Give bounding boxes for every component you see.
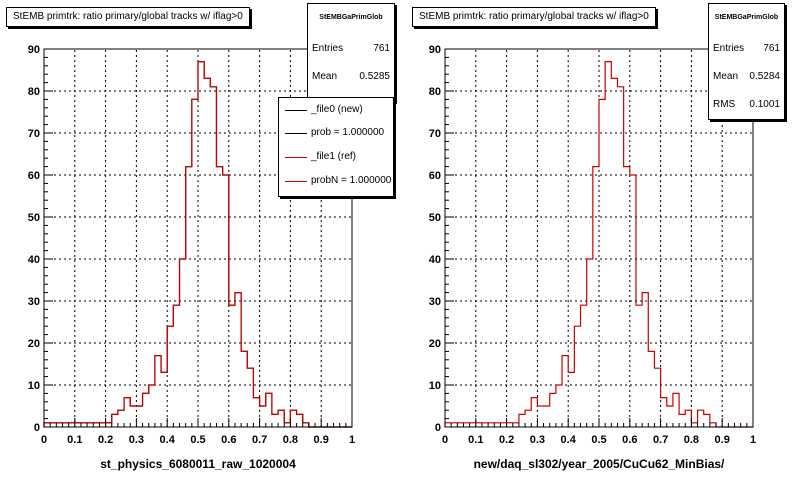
y-tick-label: 30 [28, 296, 40, 308]
left-stats-mean-row: Mean 0.5285 [312, 70, 390, 84]
right-stats-mean-value: 0.5284 [749, 71, 780, 82]
x-tick-label: 0.9 [314, 434, 329, 446]
y-tick-label: 80 [429, 86, 441, 98]
left-stats-name: StEMBGaPrimGlob [319, 14, 383, 21]
x-tick-label: 0.8 [684, 434, 699, 446]
y-tick-label: 60 [429, 170, 441, 182]
y-tick-label: 80 [28, 86, 40, 98]
x-tick-label: 1 [349, 434, 355, 446]
y-tick-label: 30 [429, 296, 441, 308]
right-stats-entries-label: Entries [713, 43, 745, 54]
legend-label-file1: _file1 (ref) [311, 151, 357, 162]
x-tick-label: 0.5 [190, 434, 205, 446]
x-tick-label: 0.7 [252, 434, 267, 446]
y-tick-label: 0 [435, 422, 441, 434]
right-stats-entries-row: Entries 761 [713, 42, 780, 56]
right-stats-box: StEMBGaPrimGlob Entries 761 Mean 0.5284 … [708, 3, 785, 120]
x-tick-label: 0.1 [67, 434, 82, 446]
x-tick-label: 0.9 [715, 434, 730, 446]
legend-item-file1: _file1 (ref) [279, 150, 393, 164]
right-stats-rms-value: 0.1001 [749, 99, 780, 110]
x-tick-label: 0.7 [653, 434, 668, 446]
y-tick-label: 0 [34, 422, 40, 434]
y-tick-label: 70 [28, 128, 40, 140]
x-tick-label: 0.3 [129, 434, 144, 446]
x-tick-label: 0 [41, 434, 47, 446]
x-tick-label: 0 [442, 434, 448, 446]
y-tick-label: 10 [28, 380, 40, 392]
x-tick-label: 0.4 [160, 434, 176, 446]
left-stats-mean-value: 0.5285 [359, 71, 390, 82]
right-stats-rms-row: RMS 0.1001 [713, 98, 780, 112]
y-tick-label: 10 [429, 380, 441, 392]
left-chart-title: StEMB primtrk: ratio primary/global trac… [6, 7, 250, 27]
y-tick-label: 40 [429, 254, 441, 266]
legend-line-black [285, 110, 307, 111]
x-tick-label: 0.2 [499, 434, 514, 446]
x-tick-label: 0.3 [530, 434, 545, 446]
left-stats-entries-label: Entries [312, 43, 344, 54]
y-tick-label: 20 [28, 338, 40, 350]
y-tick-label: 50 [429, 212, 441, 224]
y-tick-label: 60 [28, 170, 40, 182]
x-tick-label: 0.2 [98, 434, 113, 446]
left-stats-box: StEMBGaPrimGlob Entries 761 Mean 0.5285 [307, 3, 395, 102]
y-tick-label: 70 [429, 128, 441, 140]
legend-item-file0: _file0 (new) [279, 103, 393, 117]
right-histogram-panel: 0 0.1 0.2 0.3 0.4 0.5 0.6 0.7 0.8 0.9 101020304050… [429, 44, 756, 446]
x-tick-label: 0.8 [283, 434, 298, 446]
legend-label-prob: prob = 1.000000 [311, 127, 385, 138]
left-histogram-panel: 0 0.1 0.2 0.3 0.4 0.5 0.6 0.7 0.8 0.9 101020304050… [28, 44, 355, 446]
x-tick-label: 1 [750, 434, 756, 446]
legend-line-black [285, 133, 307, 134]
x-tick-label: 0.5 [591, 434, 606, 446]
y-tick-label: 50 [28, 212, 40, 224]
histogram-series-red [444, 61, 753, 428]
left-stats-mean-label: Mean [312, 71, 338, 82]
legend-item-probn: probN = 1.000000 [279, 174, 393, 188]
left-legend: _file0 (new) prob = 1.000000 _file1 (ref… [278, 97, 394, 197]
legend-line-red [285, 181, 307, 182]
right-stats-mean-label: Mean [713, 71, 739, 82]
left-x-axis-label: st_physics_6080011_raw_1020004 [100, 457, 296, 471]
left-stats-entries-row: Entries 761 [312, 42, 390, 56]
y-tick-label: 20 [429, 338, 441, 350]
x-tick-label: 0.4 [561, 434, 577, 446]
x-tick-label: 0.1 [468, 434, 483, 446]
y-tick-label: 90 [28, 44, 40, 56]
legend-line-red [285, 157, 307, 158]
right-stats-name: StEMBGaPrimGlob [714, 14, 779, 21]
legend-label-file0: _file0 (new) [311, 104, 363, 115]
right-stats-rms-label: RMS [713, 99, 736, 110]
x-tick-label: 0.6 [221, 434, 236, 446]
right-stats-mean-row: Mean 0.5284 [713, 70, 780, 84]
y-tick-label: 40 [28, 254, 40, 266]
legend-item-prob: prob = 1.000000 [279, 126, 393, 140]
x-tick-label: 0.6 [622, 434, 637, 446]
left-stats-entries-value: 761 [373, 43, 390, 54]
y-tick-label: 90 [429, 44, 441, 56]
right-stats-entries-value: 761 [763, 43, 780, 54]
right-x-axis-label: new/daq_sl302/year_2005/CuCu62_MinBias/ [473, 457, 725, 471]
right-chart-title: StEMB primtrk: ratio primary/global trac… [412, 7, 656, 27]
legend-label-probn: probN = 1.000000 [311, 175, 392, 186]
